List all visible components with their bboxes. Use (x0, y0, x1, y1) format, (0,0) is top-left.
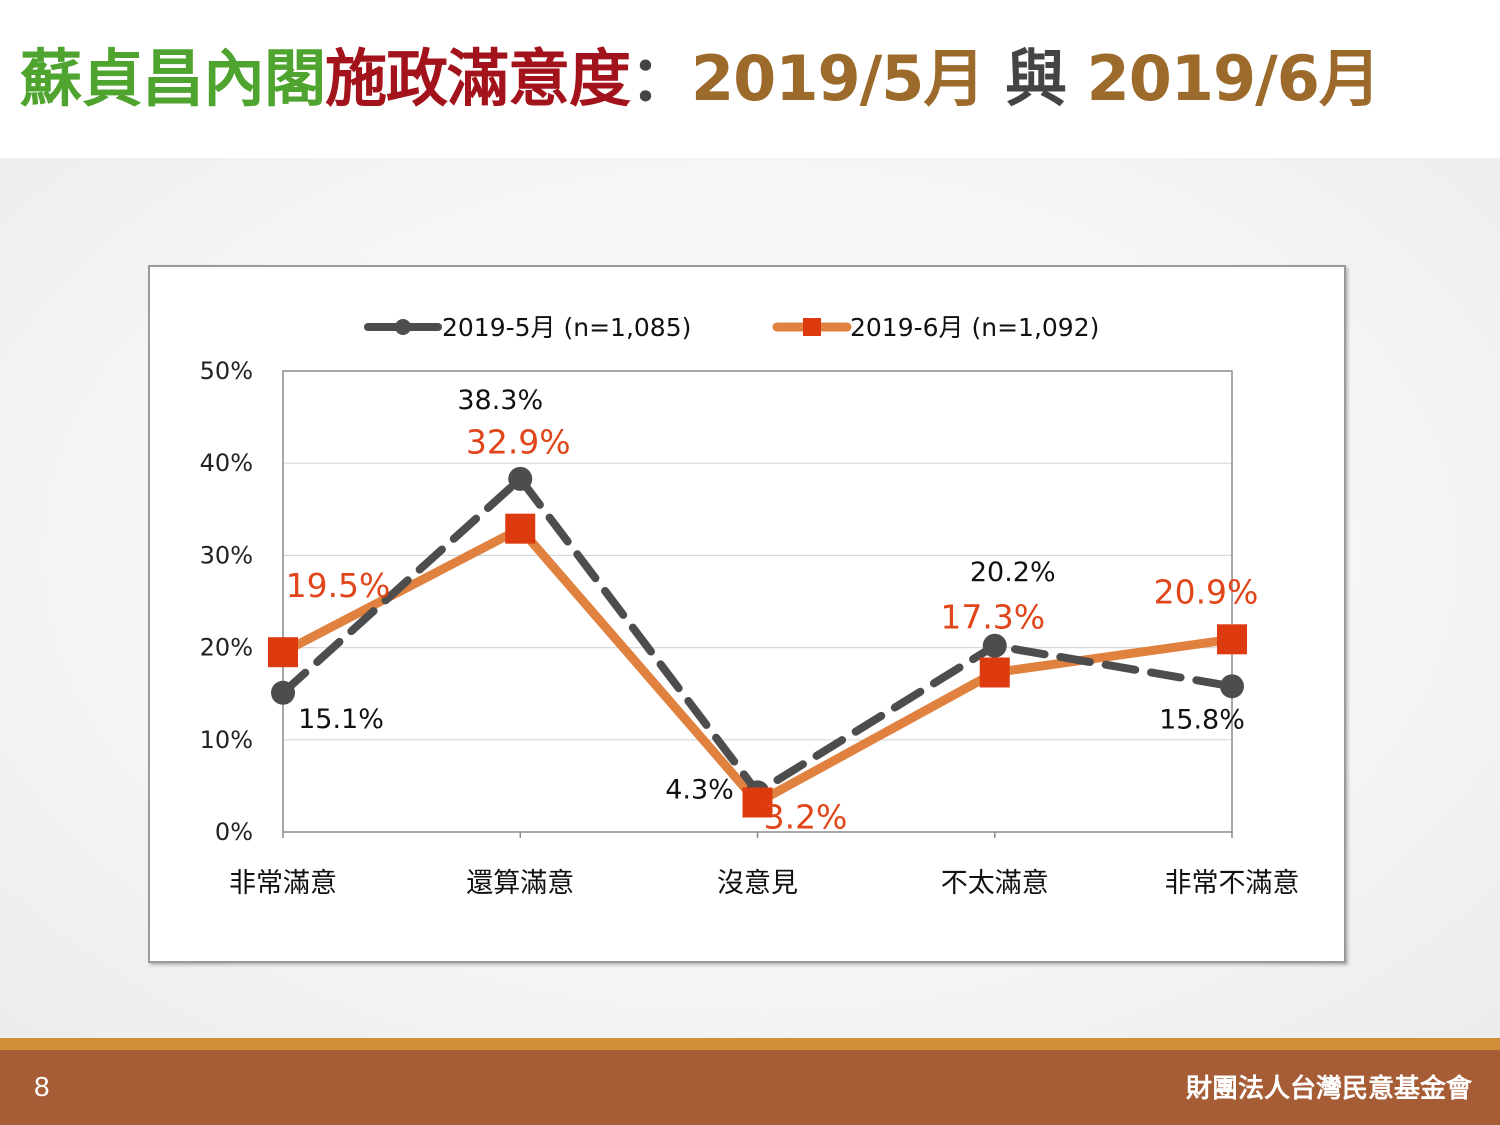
y-tick-label: 50% (200, 357, 253, 385)
y-tick-label: 20% (200, 634, 253, 662)
series-line-2019-5 (279, 474, 1236, 797)
legend-marker-2019-6 (803, 318, 821, 336)
title-part-and: 與 (984, 42, 1087, 115)
data-point-2019-5 (508, 466, 533, 491)
organization-name: 財團法人台灣民意基金會 (1185, 1074, 1472, 1104)
data-point-2019-5 (982, 633, 1007, 658)
y-tick-label: 30% (200, 541, 253, 569)
data-label-2019-5: 4.3% (665, 774, 734, 805)
data-label-2019-5: 15.1% (298, 704, 384, 735)
title-part-cabinet: 蘇貞昌內閣 (20, 42, 326, 115)
data-label-2019-5: 15.8% (1159, 704, 1245, 735)
legend-item-2019-6: 2019-6月 (n=1,092) (772, 313, 1099, 342)
page-number: 8 (34, 1071, 50, 1102)
data-label-2019-6: 20.9% (1154, 572, 1259, 611)
data-label-2019-6: 19.5% (286, 566, 391, 605)
x-tick-label: 非常不滿意 (1165, 868, 1300, 899)
data-point-2019-6 (1217, 624, 1247, 655)
title-part-june: 2019/6月 (1086, 42, 1381, 115)
data-label-2019-6: 3.2% (764, 797, 848, 836)
y-tick-label: 40% (200, 449, 253, 477)
legend-label-2019-6: 2019-6月 (n=1,092) (850, 313, 1099, 342)
data-label-2019-5: 38.3% (457, 385, 543, 416)
title-bar: 蘇貞昌內閣施政滿意度：2019/5月 與 2019/6月 (0, 0, 1500, 158)
data-label-2019-6: 17.3% (940, 597, 1045, 636)
y-tick-label: 10% (200, 726, 253, 754)
line-chart: 0% 10% 20% 30% 40% 50% 非常滿意 還算滿意 沒意見 不太滿意 非常不滿意 15.… (200, 313, 1300, 899)
data-point-2019-6 (742, 787, 773, 818)
data-point-2019-5 (271, 680, 295, 705)
data-point-2019-6 (268, 637, 298, 668)
legend-item-2019-5: 2019-5月 (n=1,085) (364, 313, 691, 342)
title-colon: ： (630, 42, 692, 115)
title-part-may: 2019/5月 (691, 42, 985, 115)
x-tick-label: 不太滿意 (941, 868, 1049, 899)
plot-border (282, 370, 1233, 833)
legend-marker-2019-5 (395, 319, 411, 335)
legend-label-2019-5: 2019-5月 (n=1,085) (442, 313, 691, 342)
title-part-satisfaction: 施政滿意度 (325, 42, 631, 115)
data-label-2019-6: 32.9% (466, 423, 571, 462)
footer-bar (0, 1050, 1500, 1125)
chart-frame: 0% 10% 20% 30% 40% 50% 非常滿意 還算滿意 沒意見 不太滿意 非常不滿意 15.… (148, 265, 1346, 963)
data-label-2019-5: 20.2% (970, 557, 1056, 588)
data-point-2019-5 (1220, 674, 1244, 699)
footer-accent-line (0, 1038, 1500, 1050)
y-tick-label: 0% (215, 818, 253, 846)
data-point-2019-6 (505, 513, 536, 544)
x-tick-label: 沒意見 (717, 868, 798, 899)
x-tick-label: 還算滿意 (466, 868, 574, 899)
slide-title: 蘇貞昌內閣施政滿意度：2019/5月 與 2019/6月 (20, 48, 1381, 110)
x-tick-label: 非常滿意 (229, 868, 337, 899)
data-point-2019-6 (979, 657, 1010, 688)
